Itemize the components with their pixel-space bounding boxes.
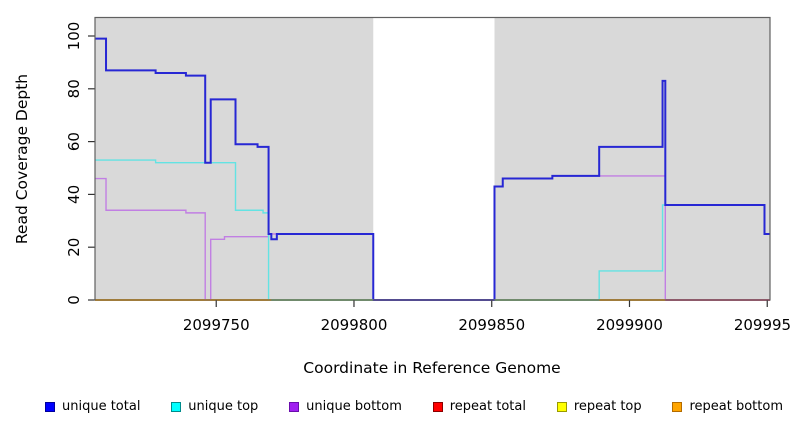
legend-label: unique top xyxy=(188,399,259,414)
x-tick-label: 2099850 xyxy=(458,316,525,334)
plot-border xyxy=(94,16,771,301)
series-unique-total xyxy=(95,37,770,301)
gray-band xyxy=(494,17,770,300)
legend-swatch-icon xyxy=(45,401,55,412)
legend-item-unique-top: unique top xyxy=(171,399,258,414)
legend-label: unique total xyxy=(62,399,141,414)
legend-label: repeat top xyxy=(573,399,642,414)
legend-item-repeat-top: repeat top xyxy=(556,399,642,414)
y-tick-label: 20 xyxy=(65,238,83,257)
legend-swatch-icon xyxy=(672,401,683,412)
legend-label: repeat total xyxy=(449,399,526,414)
y-axis-label: Read Coverage Depth xyxy=(13,74,31,244)
legend-label: unique bottom xyxy=(306,399,402,414)
legend-swatch-icon xyxy=(432,401,443,412)
x-axis-label: Coordinate in Reference Genome xyxy=(303,359,560,377)
y-tick-label: 100 xyxy=(65,22,83,51)
legend-item-repeat-bottom: repeat bottom xyxy=(672,399,783,414)
y-tick-label: 40 xyxy=(65,185,83,204)
legend-item-unique-bottom: unique bottom xyxy=(289,399,402,414)
plot-frame xyxy=(94,16,771,301)
y-tick-label: 80 xyxy=(65,79,83,98)
y-tick-label: 60 xyxy=(65,132,83,151)
legend-label: repeat bottom xyxy=(689,399,783,414)
x-tick-label: 2099750 xyxy=(183,316,250,334)
legend-item-unique-total: unique total xyxy=(45,399,140,414)
y-tick-label: 0 xyxy=(65,295,83,305)
gray-band xyxy=(95,17,374,300)
background-bands xyxy=(95,17,770,300)
x-tick-label: 2099900 xyxy=(596,316,663,334)
x-tick-label: 2099800 xyxy=(321,316,388,334)
legend-swatch-icon xyxy=(289,401,300,412)
legend-swatch-icon xyxy=(556,401,567,412)
legend-item-repeat-total: repeat total xyxy=(432,399,526,414)
legend-swatch-icon xyxy=(171,401,182,412)
legend: unique total unique top unique bottom repea… xyxy=(45,399,783,414)
